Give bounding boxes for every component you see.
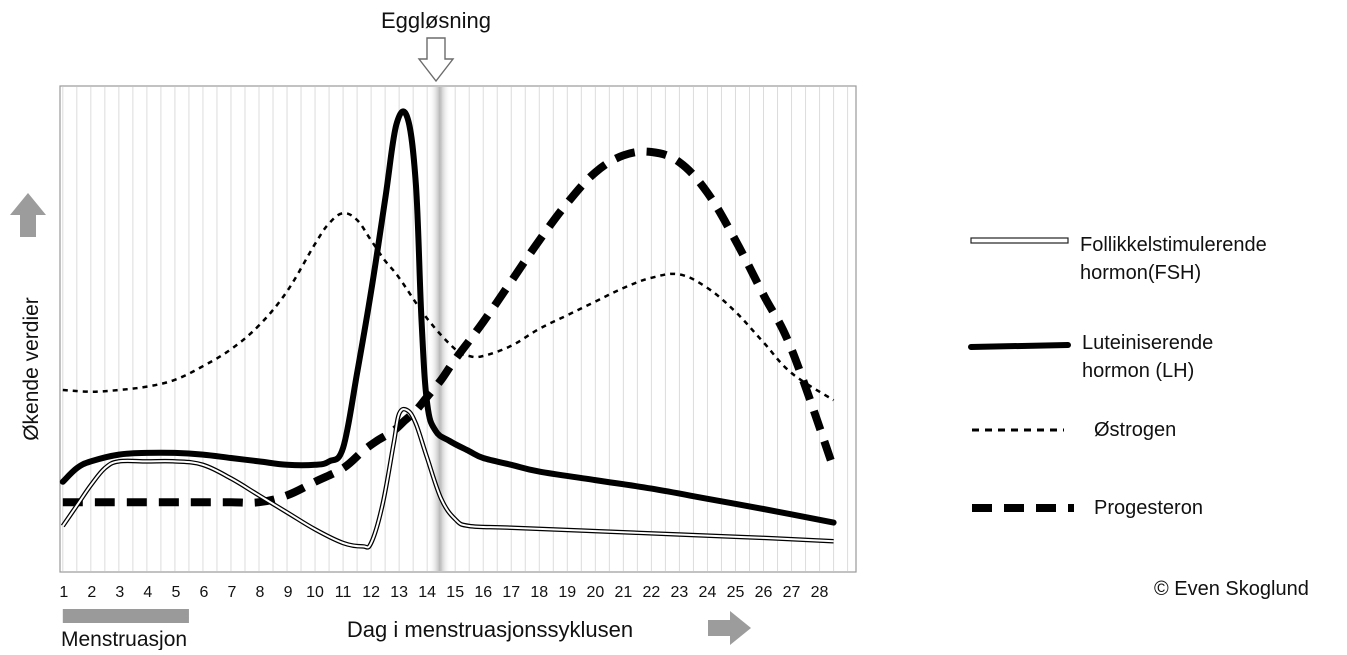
- legend-fsh-label-line2: hormon(FSH): [1080, 262, 1201, 284]
- legend-lh-label-line1: Luteiniserende: [1082, 332, 1213, 354]
- x-tick-label: 19: [558, 584, 576, 601]
- ovulation-band: [428, 87, 451, 571]
- x-tick-label: 8: [256, 584, 265, 601]
- x-tick-label: 5: [171, 584, 180, 601]
- plot-frame: [59, 85, 857, 573]
- x-tick-label: 17: [502, 584, 520, 601]
- x-tick-label: 20: [586, 584, 604, 601]
- x-axis-label: Dag i menstruasjonssyklusen: [347, 617, 633, 642]
- grid-lines: [62, 87, 849, 571]
- x-tick-label: 1: [59, 584, 68, 601]
- legend: Follikkelstimulerende hormon(FSH) Lutein…: [968, 234, 1267, 519]
- x-tick-label: 16: [474, 584, 492, 601]
- copyright-text: © Even Skoglund: [1154, 578, 1309, 600]
- menstruation-label: Menstruasjon: [61, 628, 187, 650]
- x-tick-label: 15: [446, 584, 464, 601]
- x-tick-label: 11: [335, 584, 352, 601]
- x-tick-labels: 1 2 3 4 5 6 7 8 9 10 11 12 13 14 15 16 17 18 19 20 21 22 23 24 2…: [59, 584, 828, 601]
- legend-lh-swatch: [968, 342, 1071, 350]
- legend-lh-label-line2: hormon (LH): [1082, 360, 1194, 382]
- x-tick-label: 23: [671, 584, 689, 601]
- y-axis-arrow-icon: [10, 193, 46, 237]
- x-tick-label: 22: [642, 584, 660, 601]
- menstruation-bar: [62, 609, 189, 623]
- ovulation-arrow-icon: [417, 37, 455, 83]
- ovulation-label: Eggløsning: [381, 8, 491, 33]
- x-tick-label: 21: [614, 584, 632, 601]
- legend-progesterone-label: Progesteron: [1094, 497, 1203, 519]
- x-tick-label: 9: [284, 584, 293, 601]
- series-line-lh: [59, 108, 837, 526]
- x-tick-label: 7: [228, 584, 237, 601]
- x-tick-label: 4: [143, 584, 152, 601]
- x-tick-label: 18: [530, 584, 548, 601]
- x-tick-label: 28: [811, 584, 829, 601]
- x-tick-label: 27: [783, 584, 801, 601]
- x-axis-arrow-icon: [708, 611, 751, 645]
- y-axis-label: Økende verdier: [20, 297, 43, 441]
- x-tick-label: 24: [699, 584, 717, 601]
- x-tick-label: 14: [418, 584, 436, 601]
- legend-fsh-label-line1: Follikkelstimulerende: [1080, 234, 1267, 256]
- series-line-fsh-inner: [61, 408, 834, 549]
- x-tick-label: 12: [362, 584, 380, 601]
- x-tick-label: 6: [199, 584, 208, 601]
- x-tick-label: 10: [306, 584, 324, 601]
- x-tick-label: 25: [727, 584, 745, 601]
- series-layer: [59, 108, 838, 550]
- x-tick-label: 26: [755, 584, 773, 601]
- legend-estrogen-label: Østrogen: [1094, 419, 1176, 441]
- legend-fsh-swatch: [970, 237, 1069, 244]
- x-tick-label: 2: [87, 584, 96, 601]
- x-tick-label: 3: [115, 584, 124, 601]
- x-tick-label: 13: [390, 584, 408, 601]
